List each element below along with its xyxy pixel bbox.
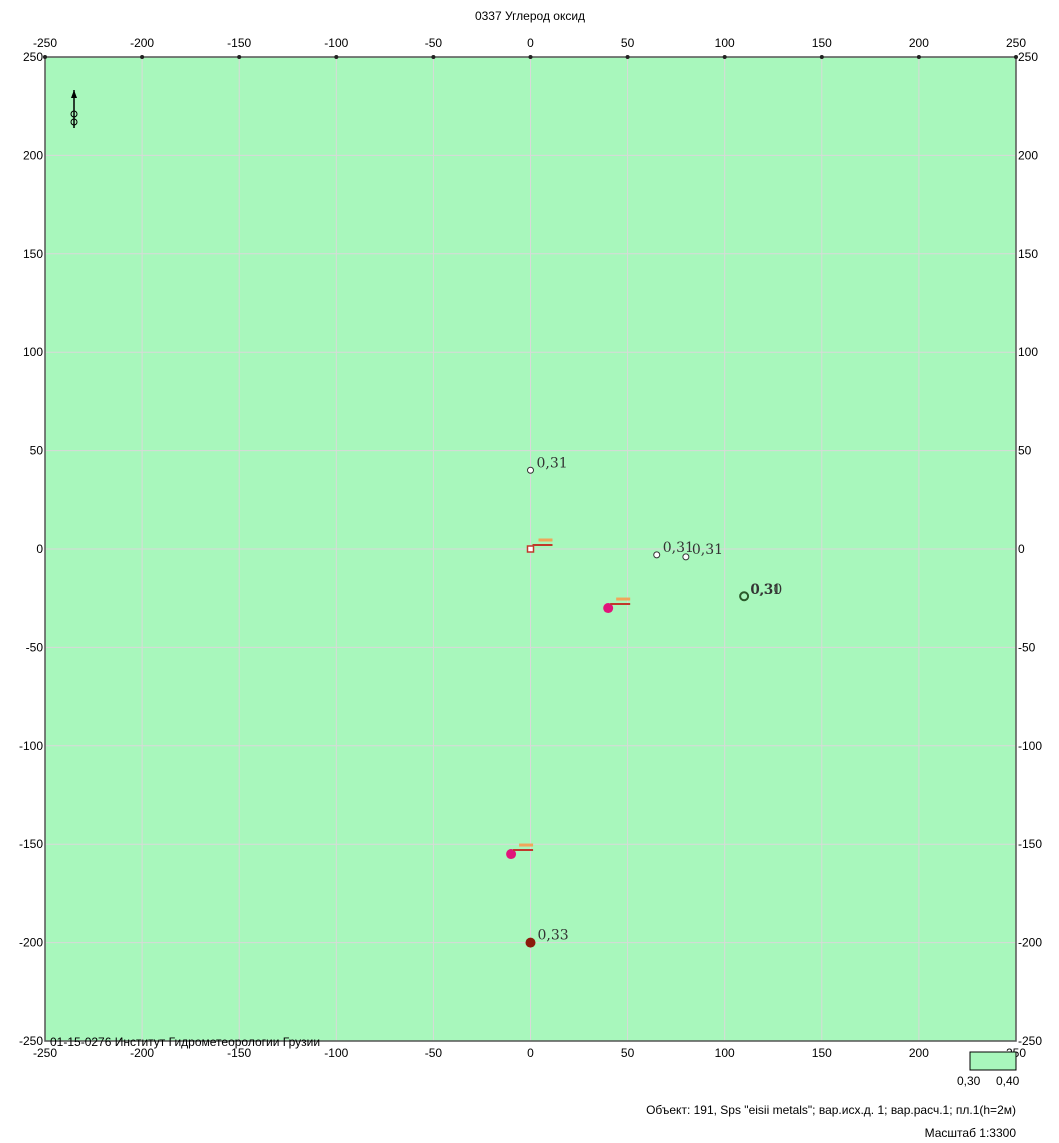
institute-credit: 01-15-0276 Институт Гидрометеорологии Гр…: [50, 1035, 320, 1049]
map-title: 0337 Углерод оксид: [475, 9, 585, 23]
x-tick-label-top: 50: [621, 36, 635, 50]
y-tick-label-right: -250: [1018, 1034, 1042, 1048]
point-value-label: 0,31: [537, 455, 568, 471]
x-tick-label-bottom: 200: [909, 1046, 929, 1060]
tick-mark-top: [140, 55, 145, 59]
tick-mark-top: [431, 55, 436, 59]
y-tick-label-right: 50: [1018, 444, 1032, 458]
x-tick-label-bottom: 0: [527, 1046, 534, 1060]
scale-info: Масштаб 1:3300: [925, 1126, 1017, 1140]
emission-source: [526, 545, 535, 553]
tick-mark-top: [722, 55, 727, 59]
x-tick-label-top: -150: [227, 36, 251, 50]
tick-mark-top: [819, 55, 824, 59]
point-value-label: 0,30: [751, 582, 782, 598]
y-tick-label-right: -150: [1018, 837, 1042, 851]
x-tick-label-top: -100: [324, 36, 348, 50]
y-tick-label-right: 200: [1018, 148, 1038, 162]
data-marks: 0,310,310,310,310,300,33: [506, 455, 782, 948]
emission-source: [603, 603, 614, 614]
x-tick-label-top: 200: [909, 36, 929, 50]
axis-ticks: -250-250-200-200-150-150-100-100-50-5000…: [19, 36, 1042, 1060]
x-tick-label-top: 100: [715, 36, 735, 50]
tick-mark-top: [237, 55, 242, 59]
x-tick-label-top: 250: [1006, 36, 1026, 50]
tick-mark-top: [1014, 55, 1018, 59]
x-tick-label-bottom: -150: [227, 1046, 251, 1060]
x-tick-label-top: 0: [527, 36, 534, 50]
y-tick-label-right: 150: [1018, 247, 1038, 261]
emission-source: [506, 849, 517, 860]
y-tick-label-left: -200: [19, 936, 43, 950]
receptor-point: [527, 466, 534, 474]
y-tick-label-right: 0: [1018, 542, 1025, 556]
x-tick-label-top: -250: [33, 36, 57, 50]
tick-mark-top: [625, 55, 630, 59]
y-tick-label-left: -50: [26, 640, 44, 654]
x-tick-label-bottom: -200: [130, 1046, 154, 1060]
y-tick-label-left: -100: [19, 739, 43, 753]
x-tick-label-top: 150: [812, 36, 832, 50]
legend-high-label: 0,40: [996, 1074, 1020, 1088]
x-tick-label-bottom: 100: [715, 1046, 735, 1060]
tick-mark-top: [916, 55, 921, 59]
max-concentration-point: [525, 937, 536, 948]
y-tick-label-left: 200: [23, 148, 43, 162]
x-tick-label-bottom: -50: [425, 1046, 443, 1060]
y-tick-label-right: -200: [1018, 936, 1042, 950]
point-value-label: 0,31: [750, 582, 781, 598]
tick-mark-top: [334, 55, 339, 59]
y-tick-label-left: 150: [23, 247, 43, 261]
tick-mark-top: [528, 55, 533, 59]
y-tick-label-right: -100: [1018, 739, 1042, 753]
receptor-point: [682, 553, 690, 561]
x-tick-label-bottom: -100: [324, 1046, 348, 1060]
receptor-ring: [739, 591, 750, 602]
x-tick-label-top: -50: [425, 36, 443, 50]
y-tick-label-right: 100: [1018, 345, 1038, 359]
legend-swatch: [969, 1051, 1017, 1071]
legend-low-label: 0,30: [957, 1074, 981, 1088]
north-arrow-icon: [70, 90, 78, 128]
y-tick-label-left: 0: [36, 542, 43, 556]
x-tick-label-bottom: -250: [33, 1046, 57, 1060]
point-value-label: 0,33: [538, 928, 569, 944]
point-value-label: 0,31: [663, 540, 694, 556]
point-value-label: 0,31: [692, 542, 723, 558]
object-info: Объект: 191, Sps "eisii metals"; вар.исх…: [646, 1103, 1016, 1117]
y-tick-label-right: 250: [1018, 50, 1038, 64]
y-tick-label-right: -50: [1018, 640, 1036, 654]
receptor-point: [653, 551, 661, 559]
y-tick-label-left: -250: [19, 1034, 43, 1048]
x-tick-label-bottom: 50: [621, 1046, 635, 1060]
y-tick-label-left: 250: [23, 50, 43, 64]
x-tick-label-top: -200: [130, 36, 154, 50]
y-tick-label-left: 100: [23, 345, 43, 359]
tick-mark-top: [43, 55, 47, 59]
x-tick-label-bottom: 150: [812, 1046, 832, 1060]
y-tick-label-left: 50: [30, 444, 44, 458]
y-tick-label-left: -150: [19, 837, 43, 851]
